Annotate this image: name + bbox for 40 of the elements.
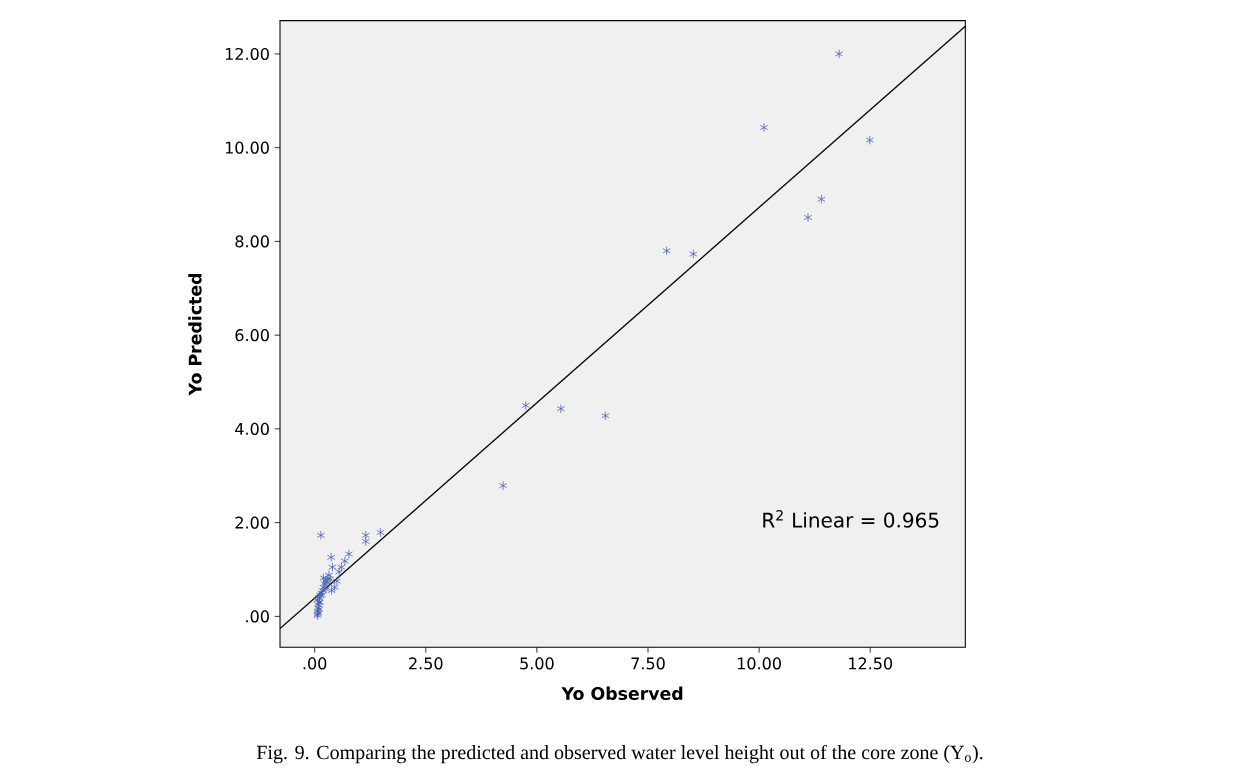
x-tick-label: 12.50: [849, 657, 893, 670]
point: [865, 135, 874, 145]
point: [803, 212, 813, 223]
point: [335, 567, 344, 577]
point: [327, 552, 336, 562]
annotation: R$^{2}$ Linear = 0.965: [763, 509, 939, 528]
point: [835, 49, 844, 59]
point: [689, 249, 698, 259]
y-tick-label: 6.00: [235, 328, 269, 342]
x-axis-title: Yo Observed: [561, 686, 683, 700]
point: [340, 556, 349, 566]
y-tick-label: 8.00: [235, 235, 269, 248]
x-tick-label: 10.00: [737, 657, 781, 670]
point: [499, 480, 508, 491]
caption: Fig. 9. Comparing the predicted and observed water level height out of the core zone (Y$_{o}$).: [256, 744, 983, 764]
x-tick-label: 7.50: [631, 657, 665, 670]
point: [337, 562, 346, 572]
point: [601, 410, 610, 421]
x-tick-label: 5.00: [520, 657, 554, 670]
point: [324, 570, 333, 580]
y-tick-label: .00: [246, 610, 269, 623]
point: [556, 403, 565, 414]
point: [759, 122, 769, 133]
point: [361, 536, 370, 546]
point: [361, 530, 370, 540]
y-tick-label: 10.00: [225, 141, 269, 154]
x-tick-label: .00: [303, 657, 327, 670]
point: [344, 549, 353, 559]
point: [316, 530, 325, 540]
x-tick-label: 2.50: [409, 657, 443, 670]
point: [662, 245, 671, 256]
point: [328, 562, 337, 572]
y-tick-label: 12.00: [225, 47, 269, 60]
y-tick-label: 4.00: [235, 422, 269, 435]
y-axis-title: Yo Predicted: [188, 273, 202, 396]
y-tick-label: 2.00: [235, 516, 269, 529]
point: [376, 527, 385, 537]
point: [521, 400, 530, 410]
point: [332, 576, 341, 586]
point: [817, 194, 826, 204]
